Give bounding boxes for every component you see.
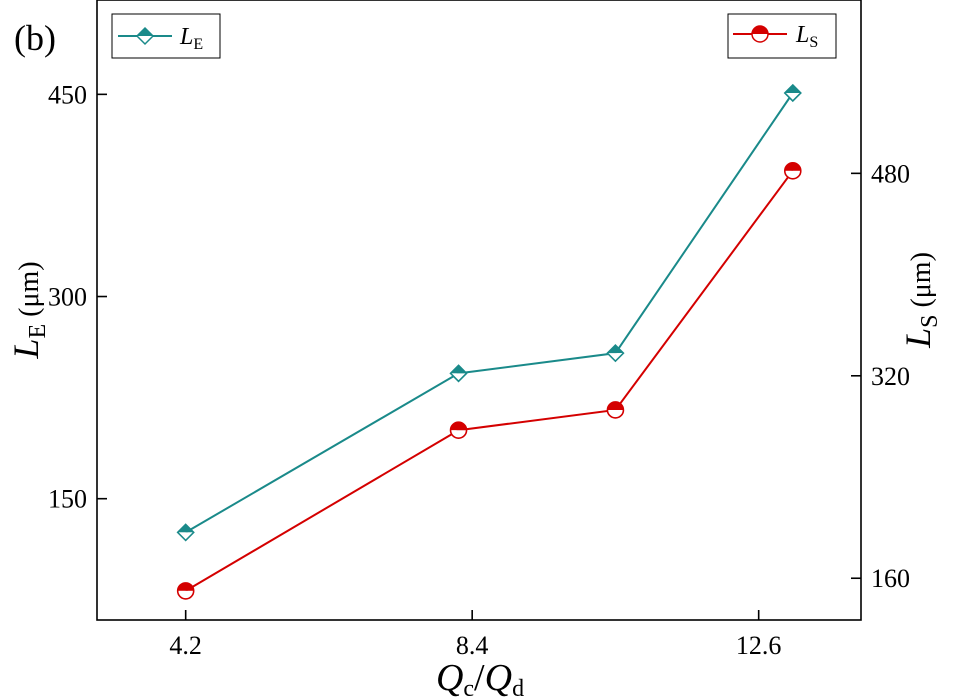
marker-outline <box>176 523 195 542</box>
legend-le: LE <box>111 13 221 59</box>
marker-bottom-half <box>177 590 194 599</box>
legend-le-marker <box>135 26 155 46</box>
marker-ls <box>606 401 625 419</box>
marker-ls <box>176 582 195 600</box>
marker-le <box>783 83 802 103</box>
marker-top-half <box>450 422 467 431</box>
right-tick-label: 160 <box>871 564 910 593</box>
marker-top-half <box>177 582 194 591</box>
marker-top-half <box>607 401 624 410</box>
x-tick-label: 4.2 <box>169 631 202 660</box>
legend-ls-box <box>727 13 837 59</box>
right-axis-label: LS (μm) <box>898 252 943 349</box>
marker-top-half <box>450 365 467 374</box>
marker-outline <box>176 582 195 600</box>
marker-le <box>449 364 468 383</box>
marker-outline <box>783 162 802 180</box>
marker-outline <box>449 364 468 383</box>
left-tick-label: 300 <box>48 283 87 312</box>
marker-top-half <box>607 345 624 354</box>
marker-bottom-half <box>450 430 467 439</box>
right-tick-label: 320 <box>871 362 910 391</box>
x-axis-ticks: 4.2 8.4 12.6 <box>169 610 781 660</box>
series-lines <box>185 92 794 592</box>
legend-le-label: LE <box>179 24 203 53</box>
marker-outline <box>449 421 468 440</box>
series-markers <box>176 83 802 600</box>
legend-ls: LS <box>727 13 837 59</box>
marker-ls <box>449 421 468 440</box>
marker-ls <box>783 162 802 180</box>
left-axis-ticks: 150 300 450 <box>48 80 107 514</box>
marker-outline <box>783 83 802 103</box>
marker-top-half <box>784 162 801 171</box>
series-line-le <box>185 92 794 534</box>
marker-le <box>606 343 625 363</box>
marker-bottom-half <box>450 373 467 382</box>
marker-outline <box>606 401 625 419</box>
series-line-ls <box>185 170 794 592</box>
left-tick-label: 450 <box>48 80 87 109</box>
legend-ls-marker <box>751 25 769 43</box>
marker-bottom-half <box>607 353 624 362</box>
marker-bottom-half <box>784 170 801 179</box>
left-tick-label: 150 <box>48 485 87 514</box>
marker-le <box>176 523 195 542</box>
x-tick-label: 8.4 <box>456 631 489 660</box>
plot-frame <box>96 0 862 621</box>
marker-bottom-half <box>177 532 194 541</box>
legend-ls-label: LS <box>795 22 818 51</box>
x-axis-label: Qc/Qd <box>436 657 524 697</box>
panel-label: (b) <box>14 18 56 58</box>
marker-top-half <box>784 85 801 93</box>
right-axis-ticks: 160 320 480 <box>851 159 910 593</box>
x-tick-label: 12.6 <box>736 631 782 660</box>
marker-outline <box>606 343 625 363</box>
marker-bottom-half <box>784 93 801 101</box>
right-tick-label: 480 <box>871 159 910 188</box>
marker-top-half <box>177 524 194 533</box>
marker-bottom-half <box>607 409 624 418</box>
left-axis-label: LE (μm) <box>6 261 51 359</box>
